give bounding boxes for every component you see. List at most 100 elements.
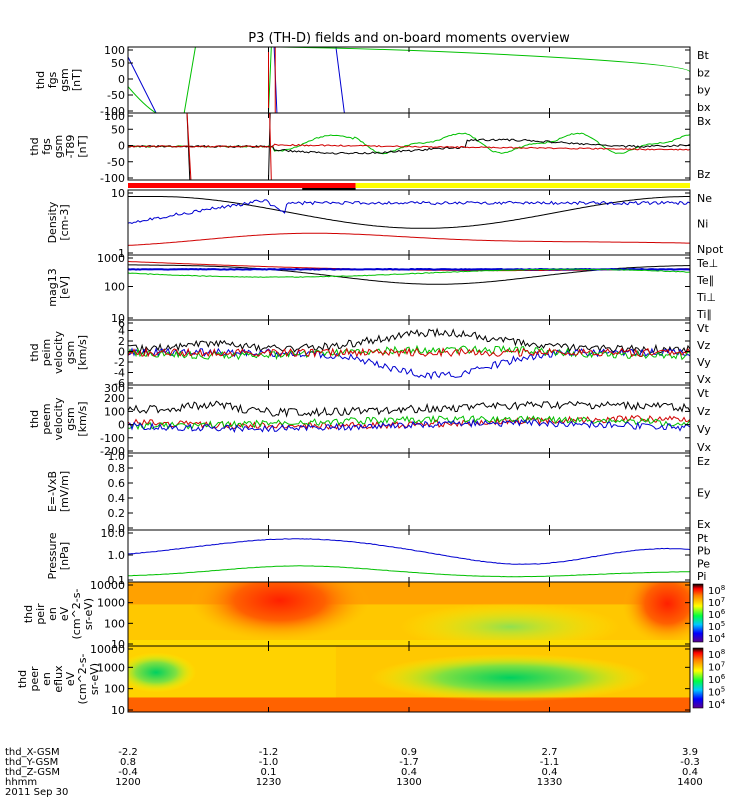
y-tick-label: 0 (118, 73, 125, 86)
chart-title: P3 (TH-D) fields and on-board moments ov… (248, 31, 570, 46)
ephemeris-value: 3.9 (682, 747, 698, 758)
y-axis-label: [km/s] (76, 335, 89, 370)
y-axis-label: thd (28, 410, 41, 428)
legend-Pi: Pi (697, 570, 706, 583)
y-axis-label: gsm (58, 68, 71, 91)
legend-by: by (697, 84, 711, 97)
legend-bz: bz (697, 66, 710, 79)
panel-peim_v (127, 319, 691, 386)
series-by (128, 47, 690, 113)
colorbar-peir (692, 583, 704, 643)
legend-Vx: Vx (697, 373, 712, 386)
ephemeris-row-label: thd_Z-GSM (5, 767, 60, 778)
y-tick-label: 6 (118, 317, 125, 330)
panel-content-peer (128, 646, 690, 712)
y-tick-label: 0.6 (108, 477, 126, 490)
y-tick-label: 10000 (90, 643, 125, 656)
legend-bx: bx (697, 101, 711, 114)
legend-Ti∥: Ti∥ (696, 308, 712, 321)
colorbar-gradient (692, 647, 704, 709)
y-axis-label: [cm-3] (58, 204, 71, 240)
ephemeris-value: -0.3 (680, 757, 700, 768)
y-tick-label: 0.2 (108, 507, 126, 520)
y-axis-label: [nT] (76, 135, 89, 157)
y-tick-label: 100 (104, 281, 125, 294)
panel-content-pressure (128, 538, 690, 578)
legend-Ey: Ey (697, 487, 711, 500)
y-tick-label: -6 (114, 377, 125, 390)
legend-Ne: Ne (697, 192, 712, 205)
y-axis-label: peim (40, 339, 53, 367)
flux-cool-region (400, 602, 621, 646)
y-tick-label: -50 (107, 89, 125, 102)
legend-Npot: Npot (697, 243, 724, 256)
y-tick-label: 100 (104, 617, 125, 630)
y-tick-label: 2 (118, 335, 125, 348)
panel-temp (127, 254, 691, 321)
ephemeris-value: 1230 (256, 777, 281, 788)
y-tick-label: 1000 (97, 661, 125, 674)
y-tick-label: 0 (118, 419, 125, 432)
y-tick-label: 100 (104, 405, 125, 418)
legend-Vy: Vy (697, 423, 711, 436)
legend-Bx: Bx (697, 115, 712, 128)
y-axis-label: eflux (52, 665, 65, 693)
legend-Vz: Vz (697, 339, 711, 352)
colorbar-tick-label: 105 (708, 620, 725, 633)
series-Vt (128, 327, 690, 355)
series-Tepar (128, 264, 690, 285)
legend-Vt: Vt (697, 387, 710, 400)
ephemeris-row-label: hhmm (5, 777, 37, 788)
legend-Te⊥: Te⊥ (696, 257, 718, 270)
legend-Vz: Vz (697, 405, 711, 418)
y-axis-label: velocity (52, 397, 65, 440)
panel-efield (127, 452, 691, 531)
colorbar-tick-label: 107 (708, 596, 725, 609)
panel-content-peim_v (128, 327, 690, 381)
y-axis-label: [nPa] (58, 542, 71, 570)
ephemeris-value: 0.9 (401, 747, 417, 758)
ephemeris-value: 0.4 (401, 767, 417, 778)
y-axis-label: mag13 (46, 268, 59, 306)
y-axis-label: en (46, 607, 59, 621)
y-tick-label: 1000 (97, 252, 125, 265)
y-axis-label: thd (28, 137, 41, 155)
y-axis-label: (cm^2-s- (76, 654, 89, 705)
y-tick-label: 0.0 (108, 522, 126, 535)
ephemeris-value: -1.2 (259, 747, 279, 758)
colorbar-tick-label: 104 (708, 698, 726, 711)
y-tick-label: 0.1 (108, 574, 126, 587)
y-axis-label: gsm (64, 341, 77, 364)
y-tick-label: -4 (114, 367, 125, 380)
legend-Pt: Pt (697, 532, 709, 545)
y-tick-label: 10 (111, 312, 125, 325)
panel-fgs_t89 (127, 112, 691, 181)
colorbar-tick-label: 108 (708, 584, 725, 597)
panel-frame (127, 452, 691, 531)
series-Pe (128, 565, 690, 578)
y-tick-label: 200 (104, 392, 125, 405)
y-axis-label: thd (22, 605, 35, 623)
chart-layer: P3 (TH-D) fields and on-board moments ov… (5, 31, 726, 798)
series-Vy (128, 344, 690, 361)
colorbar-peer (692, 647, 704, 709)
y-tick-label: -50 (107, 156, 125, 169)
legend-Ti⊥: Ti⊥ (696, 291, 716, 304)
series-Vy (128, 414, 690, 431)
colorbar-tick-label: 105 (708, 686, 725, 699)
ephemeris-value: 0.8 (120, 757, 136, 768)
y-tick-label: 1.0 (108, 450, 126, 463)
y-tick-label: 0 (118, 140, 125, 153)
colorbar-tick-label: 106 (708, 608, 726, 621)
y-axis-label: Pressure (46, 532, 59, 579)
y-tick-label: 0 (118, 346, 125, 359)
y-tick-label: 10 (111, 704, 125, 717)
y-axis-label: peer (28, 666, 41, 692)
y-axis-label: eV (64, 671, 77, 686)
panel-peir (127, 581, 691, 647)
y-axis-label: -T89 (64, 135, 77, 159)
colorbar-tick-label: 104 (708, 632, 726, 645)
flux-cool-region (128, 652, 197, 693)
